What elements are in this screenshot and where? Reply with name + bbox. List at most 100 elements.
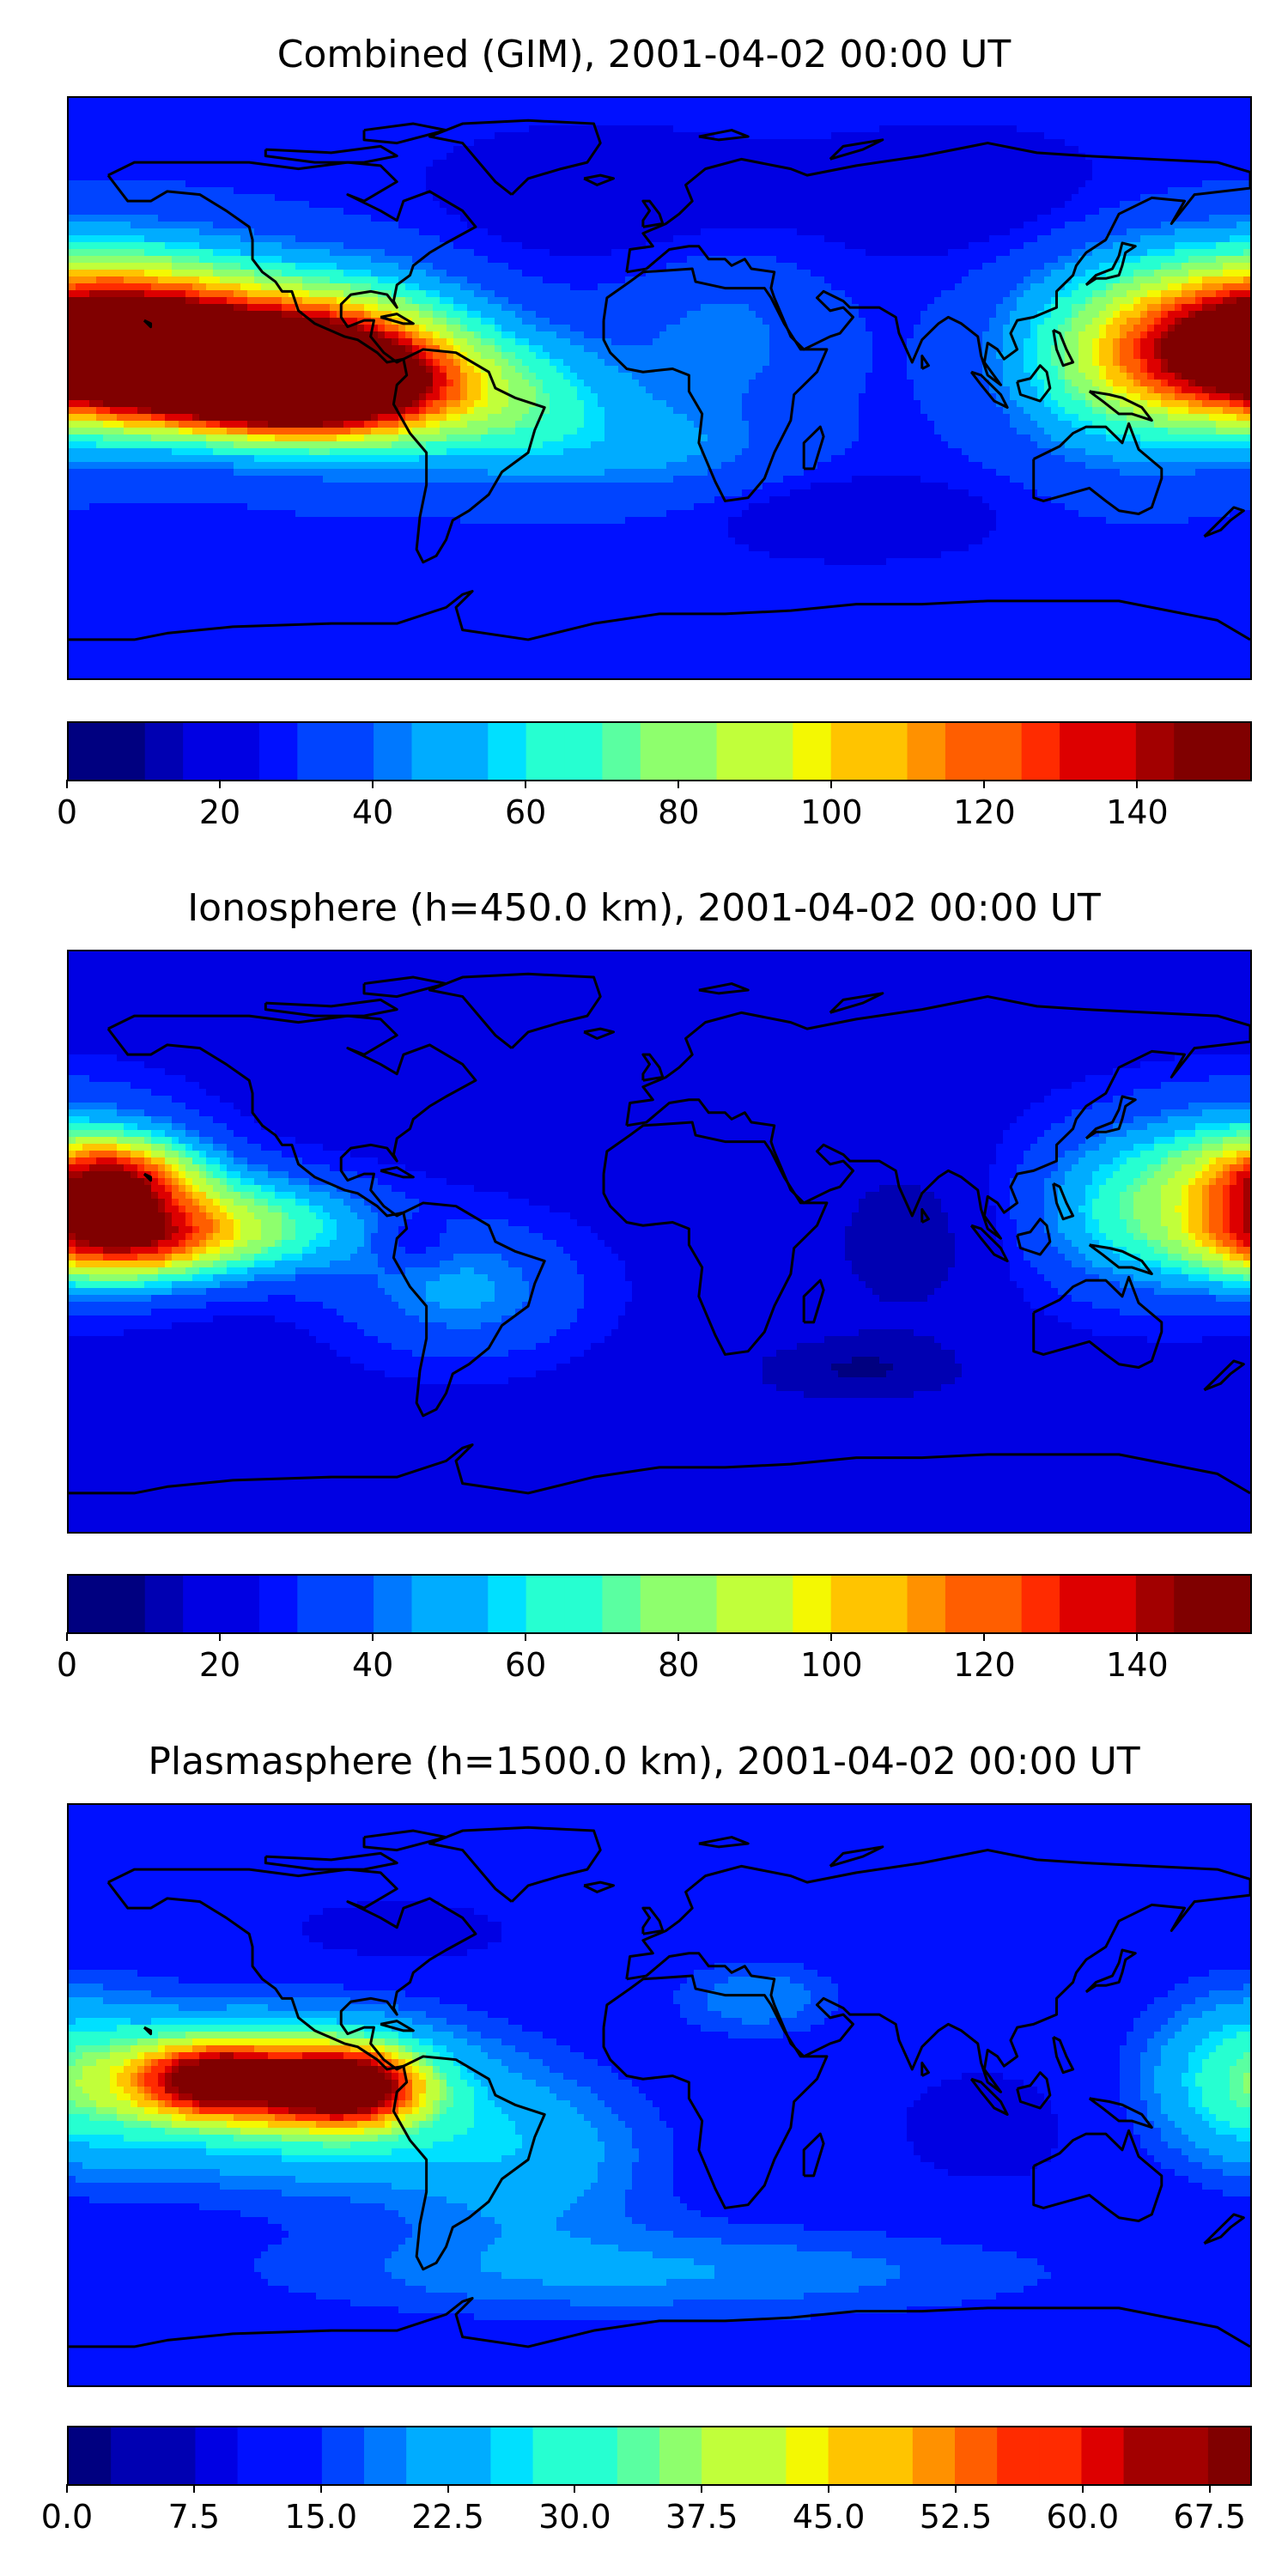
colorbar-ticks: 0 20 40 60 80 100 120 140 xyxy=(57,780,1252,831)
colorbar-tick-label: 7.5 xyxy=(168,2498,220,2536)
colorbar-segment xyxy=(602,1576,641,1632)
colorbar-segment xyxy=(258,723,299,780)
coastline xyxy=(625,142,1250,386)
coastline xyxy=(583,1880,615,1893)
colorbar-segment xyxy=(1174,1576,1213,1632)
coastline xyxy=(1052,2036,1075,2075)
coastline xyxy=(362,975,448,999)
colorbar-tick-label: 120 xyxy=(953,793,1016,831)
coastline xyxy=(264,998,398,1018)
coastline xyxy=(106,161,477,364)
colorbar-segment xyxy=(335,1576,374,1632)
coastline xyxy=(69,2297,1250,2348)
coastline xyxy=(1203,2213,1245,2245)
coastline xyxy=(106,1014,477,1218)
map-title: Combined (GIM), 2001-04-02 00:00 UT xyxy=(0,33,1288,76)
colorbar-tick xyxy=(1081,2484,1084,2493)
colorbar-tick xyxy=(66,780,68,788)
colorbar-segment xyxy=(1060,723,1099,780)
colorbar-tick xyxy=(983,1632,986,1641)
colorbar-segment xyxy=(830,1576,870,1632)
colorbar-segment xyxy=(1135,723,1176,780)
colorbar-segment xyxy=(793,723,832,780)
colorbar-segment xyxy=(321,2427,365,2484)
coastline xyxy=(69,590,1250,641)
colorbar-segment xyxy=(640,1576,679,1632)
colorbar-segment xyxy=(1097,1576,1137,1632)
colorbar-segment xyxy=(449,723,489,780)
colorbar-segment xyxy=(1021,723,1060,780)
coastline xyxy=(698,982,750,995)
coastline xyxy=(802,2132,825,2178)
colorbar-segment xyxy=(374,1576,413,1632)
colorbar-segment xyxy=(411,1576,451,1632)
coastline xyxy=(392,348,546,564)
coastline xyxy=(641,1906,665,1935)
coastlines xyxy=(69,118,1250,641)
coastline xyxy=(380,1166,415,1179)
colorbar-tick xyxy=(677,780,680,788)
colorbar-segment xyxy=(1135,1576,1176,1632)
coastline xyxy=(802,1279,825,1324)
colorbar-segment xyxy=(532,2427,576,2484)
coastline xyxy=(380,2020,415,2032)
colorbar-tick-label: 0 xyxy=(57,793,77,831)
coastline xyxy=(920,354,930,370)
colorbar-segment xyxy=(1207,2427,1250,2484)
colorbar-segment xyxy=(111,2427,155,2484)
colorbar-ticks: 0.0 7.5 15.0 22.5 30.0 37.5 45.0 52.5 60.0 67.5 xyxy=(41,2484,1252,2536)
colorbar-tick-label: 140 xyxy=(1106,793,1169,831)
colorbar-tick-label: 20 xyxy=(199,1646,240,1684)
coastline xyxy=(641,199,665,228)
tec-map xyxy=(67,950,1252,1534)
coastline xyxy=(380,313,415,325)
coastline xyxy=(602,1121,829,1356)
map-title: Ionosphere (h=450.0 km), 2001-04-02 00:0… xyxy=(0,886,1288,930)
colorbar-segment xyxy=(564,723,604,780)
colorbar-tick xyxy=(319,2484,322,2493)
coastline xyxy=(143,2026,153,2036)
colorbar-segment xyxy=(640,723,679,780)
contour-field xyxy=(69,951,1250,1532)
colorbar-segment xyxy=(364,2427,407,2484)
colorbar-tick-label: 100 xyxy=(800,793,863,831)
coastline xyxy=(698,1836,750,1849)
coastline xyxy=(362,1829,448,1852)
colorbar-tick xyxy=(525,1632,527,1641)
coastline xyxy=(829,992,884,1014)
colorbar-tick xyxy=(1136,780,1139,788)
colorbar-segment xyxy=(144,723,184,780)
coastline xyxy=(969,370,1009,410)
colorbar-segment xyxy=(1097,723,1137,780)
map-title: Plasmasphere (h=1500.0 km), 2001-04-02 0… xyxy=(0,1740,1288,1783)
coastline xyxy=(1084,1095,1137,1140)
coastline xyxy=(602,267,829,502)
colorbar-segment xyxy=(488,723,527,780)
colorbar-segment xyxy=(449,1576,489,1632)
coastlines xyxy=(69,972,1250,1495)
colorbar-tick xyxy=(219,780,222,788)
coastline xyxy=(625,1849,1250,2093)
colorbar-tick-label: 80 xyxy=(658,793,699,831)
colorbar-tick xyxy=(372,1632,374,1641)
map-svg xyxy=(69,1805,1250,2385)
colorbar-segment xyxy=(526,723,565,780)
colorbar-tick xyxy=(828,2484,830,2493)
colorbar-segment xyxy=(574,2427,618,2484)
colorbar-tick-label: 37.5 xyxy=(665,2498,738,2536)
colorbar-segment xyxy=(744,2427,787,2484)
colorbar-tick xyxy=(830,780,833,788)
coastline xyxy=(1052,329,1075,368)
colorbar-segment xyxy=(602,723,641,780)
colorbar-tick xyxy=(525,780,527,788)
colorbar xyxy=(67,721,1252,781)
coastline xyxy=(698,129,750,142)
colorbar-segment xyxy=(69,2427,112,2484)
colorbar-segment xyxy=(997,2427,1041,2484)
colorbar-segment xyxy=(411,723,451,780)
coastline xyxy=(1203,1359,1245,1392)
colorbar-tick-label: 40 xyxy=(352,793,393,831)
colorbar-segment xyxy=(1212,723,1250,780)
colorbar-segment xyxy=(69,1576,108,1632)
colorbar-segment xyxy=(912,2427,956,2484)
